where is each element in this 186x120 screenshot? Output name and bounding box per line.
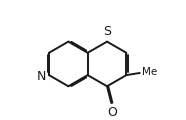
Text: O: O — [107, 106, 117, 119]
Text: N: N — [36, 70, 46, 83]
Text: S: S — [103, 25, 111, 38]
Text: Me: Me — [142, 67, 158, 77]
